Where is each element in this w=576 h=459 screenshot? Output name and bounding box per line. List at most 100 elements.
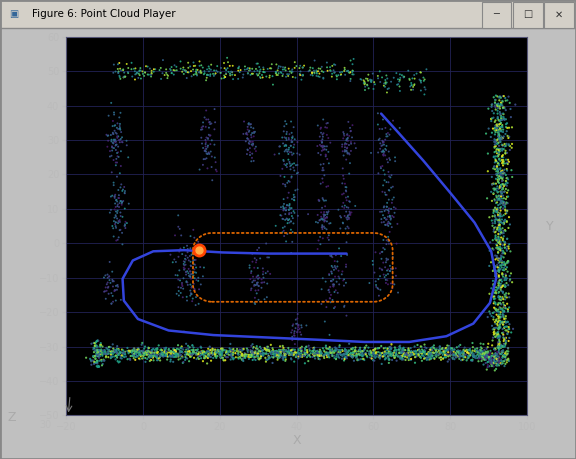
Point — [315, 217, 324, 224]
Point — [496, 266, 505, 273]
Point — [500, 188, 509, 195]
Point — [495, 117, 504, 124]
Point — [259, 271, 268, 278]
Point — [497, 190, 506, 197]
Point — [468, 351, 477, 358]
Point — [322, 226, 331, 233]
Point — [101, 272, 110, 279]
Point — [359, 355, 368, 363]
Point — [198, 64, 207, 71]
Point — [105, 273, 114, 280]
Point — [113, 236, 122, 243]
Point — [498, 236, 507, 244]
Point — [109, 345, 118, 352]
Point — [286, 351, 295, 358]
Point — [218, 354, 228, 362]
Point — [109, 111, 119, 118]
Point — [440, 353, 449, 361]
Point — [276, 172, 285, 179]
Point — [251, 353, 260, 361]
Point — [285, 178, 294, 185]
Point — [425, 346, 434, 353]
Point — [294, 324, 303, 331]
Point — [217, 346, 226, 353]
Point — [397, 352, 406, 359]
Point — [306, 71, 315, 78]
Point — [328, 253, 337, 261]
Point — [383, 220, 392, 227]
Point — [268, 348, 277, 356]
Point — [434, 347, 444, 354]
Point — [146, 356, 156, 364]
Point — [252, 256, 261, 263]
Point — [493, 238, 502, 245]
Point — [215, 349, 225, 357]
Point — [133, 349, 142, 356]
Point — [203, 351, 213, 358]
Point — [347, 345, 356, 352]
Point — [384, 266, 393, 273]
Point — [141, 69, 150, 76]
Point — [378, 116, 388, 123]
Point — [240, 66, 249, 73]
Point — [162, 356, 172, 363]
Point — [457, 349, 467, 357]
Point — [319, 347, 328, 354]
Point — [494, 346, 503, 353]
Point — [338, 353, 347, 360]
Point — [501, 334, 510, 341]
Point — [489, 246, 498, 253]
Point — [501, 274, 510, 281]
Point — [384, 348, 393, 355]
Point — [359, 347, 369, 354]
Point — [206, 347, 215, 354]
Point — [109, 130, 118, 138]
Point — [338, 203, 347, 210]
Point — [380, 353, 389, 360]
Point — [382, 203, 391, 210]
Point — [151, 66, 160, 73]
Point — [338, 346, 347, 353]
Point — [382, 203, 392, 211]
Point — [467, 356, 476, 364]
Point — [322, 345, 331, 352]
Point — [454, 353, 464, 361]
Point — [111, 203, 120, 211]
Point — [166, 353, 175, 360]
Point — [155, 67, 164, 74]
Point — [494, 151, 503, 158]
Point — [491, 256, 500, 263]
Point — [382, 267, 392, 274]
Point — [285, 130, 294, 138]
Point — [491, 352, 500, 359]
Point — [325, 295, 335, 302]
Point — [497, 360, 506, 368]
Point — [222, 350, 232, 357]
Point — [386, 220, 395, 228]
Point — [491, 320, 500, 327]
Point — [384, 218, 393, 225]
Point — [416, 349, 426, 357]
Point — [498, 105, 507, 112]
Point — [174, 284, 183, 291]
Point — [213, 346, 222, 353]
Point — [372, 281, 381, 289]
Point — [492, 206, 501, 213]
Point — [494, 308, 503, 315]
Point — [234, 354, 243, 361]
Point — [493, 140, 502, 147]
Point — [399, 346, 408, 353]
Point — [282, 215, 291, 223]
Point — [247, 347, 256, 355]
Point — [427, 349, 436, 356]
Point — [352, 348, 361, 355]
Point — [490, 197, 499, 204]
Point — [285, 350, 294, 357]
Point — [316, 151, 325, 158]
Point — [207, 350, 216, 357]
Point — [243, 346, 252, 353]
Point — [325, 67, 335, 74]
Point — [214, 347, 223, 355]
Point — [490, 308, 499, 316]
Point — [256, 350, 265, 358]
